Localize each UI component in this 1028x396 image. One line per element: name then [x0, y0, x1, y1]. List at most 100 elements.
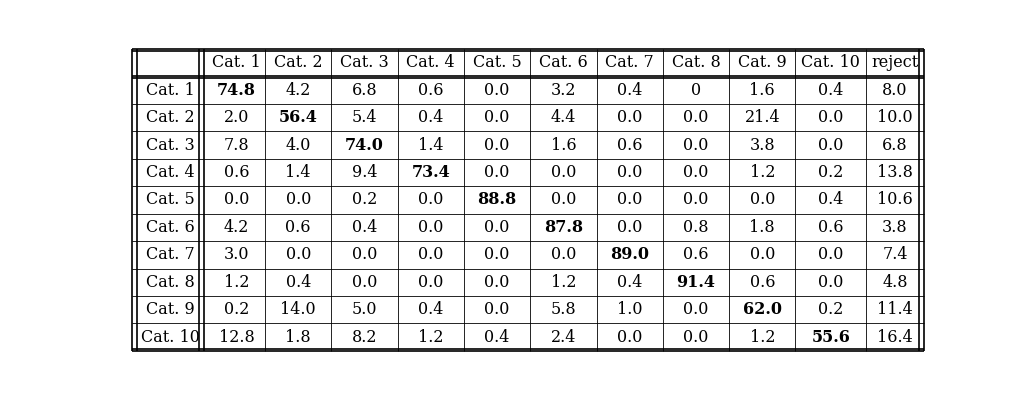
Text: 0.0: 0.0 — [484, 82, 510, 99]
Text: 0.4: 0.4 — [818, 82, 844, 99]
Text: 0.0: 0.0 — [352, 274, 377, 291]
Text: Cat. 3: Cat. 3 — [146, 137, 194, 154]
Text: Cat. 2: Cat. 2 — [273, 54, 323, 71]
Text: 0.0: 0.0 — [286, 246, 310, 263]
Text: 11.4: 11.4 — [877, 301, 913, 318]
Text: 1.2: 1.2 — [551, 274, 576, 291]
Text: 1.4: 1.4 — [286, 164, 311, 181]
Text: Cat. 8: Cat. 8 — [671, 54, 721, 71]
Text: 0.0: 0.0 — [617, 192, 642, 208]
Text: 6.8: 6.8 — [882, 137, 908, 154]
Text: 0.0: 0.0 — [684, 109, 708, 126]
Text: 0.4: 0.4 — [617, 82, 642, 99]
Text: 0.0: 0.0 — [418, 246, 443, 263]
Text: Cat. 7: Cat. 7 — [146, 246, 194, 263]
Text: 4.8: 4.8 — [882, 274, 908, 291]
Text: 0.0: 0.0 — [749, 246, 775, 263]
Text: 8.0: 8.0 — [882, 82, 908, 99]
Text: 0.0: 0.0 — [224, 192, 250, 208]
Text: 1.2: 1.2 — [418, 329, 443, 346]
Text: 1.6: 1.6 — [551, 137, 577, 154]
Text: 0.0: 0.0 — [684, 329, 708, 346]
Text: 5.4: 5.4 — [352, 109, 377, 126]
Text: Cat. 6: Cat. 6 — [146, 219, 194, 236]
Text: 0.6: 0.6 — [617, 137, 642, 154]
Text: 0.4: 0.4 — [352, 219, 377, 236]
Text: 12.8: 12.8 — [219, 329, 255, 346]
Text: 1.6: 1.6 — [749, 82, 775, 99]
Text: 0.0: 0.0 — [551, 164, 576, 181]
Text: 62.0: 62.0 — [743, 301, 781, 318]
Text: Cat. 5: Cat. 5 — [473, 54, 521, 71]
Text: 7.4: 7.4 — [882, 246, 908, 263]
Text: 7.8: 7.8 — [224, 137, 250, 154]
Text: 5.8: 5.8 — [551, 301, 577, 318]
Text: 0.0: 0.0 — [286, 192, 310, 208]
Text: 1.8: 1.8 — [749, 219, 775, 236]
Text: 0.4: 0.4 — [286, 274, 310, 291]
Text: 4.0: 4.0 — [286, 137, 310, 154]
Text: 0.0: 0.0 — [551, 192, 576, 208]
Text: 0.2: 0.2 — [818, 164, 844, 181]
Text: 4.2: 4.2 — [224, 219, 250, 236]
Text: 0.0: 0.0 — [484, 274, 510, 291]
Text: 0.2: 0.2 — [818, 301, 844, 318]
Text: 0.6: 0.6 — [224, 164, 250, 181]
Text: 16.4: 16.4 — [877, 329, 913, 346]
Text: 0.6: 0.6 — [286, 219, 311, 236]
Text: 5.0: 5.0 — [352, 301, 377, 318]
Text: 74.0: 74.0 — [345, 137, 383, 154]
Text: 3.0: 3.0 — [224, 246, 250, 263]
Text: 74.8: 74.8 — [217, 82, 256, 99]
Text: Cat. 8: Cat. 8 — [146, 274, 194, 291]
Text: 0.0: 0.0 — [684, 301, 708, 318]
Text: 0.8: 0.8 — [684, 219, 708, 236]
Text: 0.4: 0.4 — [418, 301, 443, 318]
Text: 10.6: 10.6 — [877, 192, 913, 208]
Text: 1.2: 1.2 — [749, 164, 775, 181]
Text: 8.2: 8.2 — [352, 329, 377, 346]
Text: 0.0: 0.0 — [818, 246, 844, 263]
Text: 0.0: 0.0 — [684, 164, 708, 181]
Text: 73.4: 73.4 — [411, 164, 450, 181]
Text: 2.4: 2.4 — [551, 329, 576, 346]
Text: 1.4: 1.4 — [418, 137, 443, 154]
Text: 0.0: 0.0 — [684, 137, 708, 154]
Text: 0.6: 0.6 — [818, 219, 844, 236]
Text: Cat. 10: Cat. 10 — [802, 54, 860, 71]
Text: 0.0: 0.0 — [818, 109, 844, 126]
Text: 0.0: 0.0 — [749, 192, 775, 208]
Text: 0.0: 0.0 — [818, 274, 844, 291]
Text: 0.0: 0.0 — [484, 301, 510, 318]
Text: 88.8: 88.8 — [477, 192, 517, 208]
Text: 21.4: 21.4 — [744, 109, 780, 126]
Text: 1.0: 1.0 — [617, 301, 642, 318]
Text: 0.6: 0.6 — [418, 82, 443, 99]
Text: 6.8: 6.8 — [352, 82, 377, 99]
Text: 0.0: 0.0 — [617, 164, 642, 181]
Text: Cat. 1: Cat. 1 — [213, 54, 261, 71]
Text: 3.2: 3.2 — [551, 82, 576, 99]
Text: 14.0: 14.0 — [281, 301, 316, 318]
Text: 89.0: 89.0 — [611, 246, 650, 263]
Text: Cat. 4: Cat. 4 — [146, 164, 194, 181]
Text: 13.8: 13.8 — [877, 164, 913, 181]
Text: 0.4: 0.4 — [818, 192, 844, 208]
Text: 3.8: 3.8 — [882, 219, 908, 236]
Text: 0.4: 0.4 — [617, 274, 642, 291]
Text: 0.0: 0.0 — [684, 192, 708, 208]
Text: 1.8: 1.8 — [286, 329, 311, 346]
Text: 0.0: 0.0 — [551, 246, 576, 263]
Text: 0.0: 0.0 — [484, 219, 510, 236]
Text: 0.0: 0.0 — [617, 329, 642, 346]
Text: 0: 0 — [691, 82, 701, 99]
Text: reject: reject — [872, 54, 918, 71]
Text: 0.0: 0.0 — [617, 219, 642, 236]
Text: 55.6: 55.6 — [811, 329, 850, 346]
Text: 1.2: 1.2 — [224, 274, 250, 291]
Text: 4.4: 4.4 — [551, 109, 576, 126]
Text: Cat. 6: Cat. 6 — [539, 54, 588, 71]
Text: 9.4: 9.4 — [352, 164, 377, 181]
Text: 0.0: 0.0 — [484, 164, 510, 181]
Text: 0.0: 0.0 — [352, 246, 377, 263]
